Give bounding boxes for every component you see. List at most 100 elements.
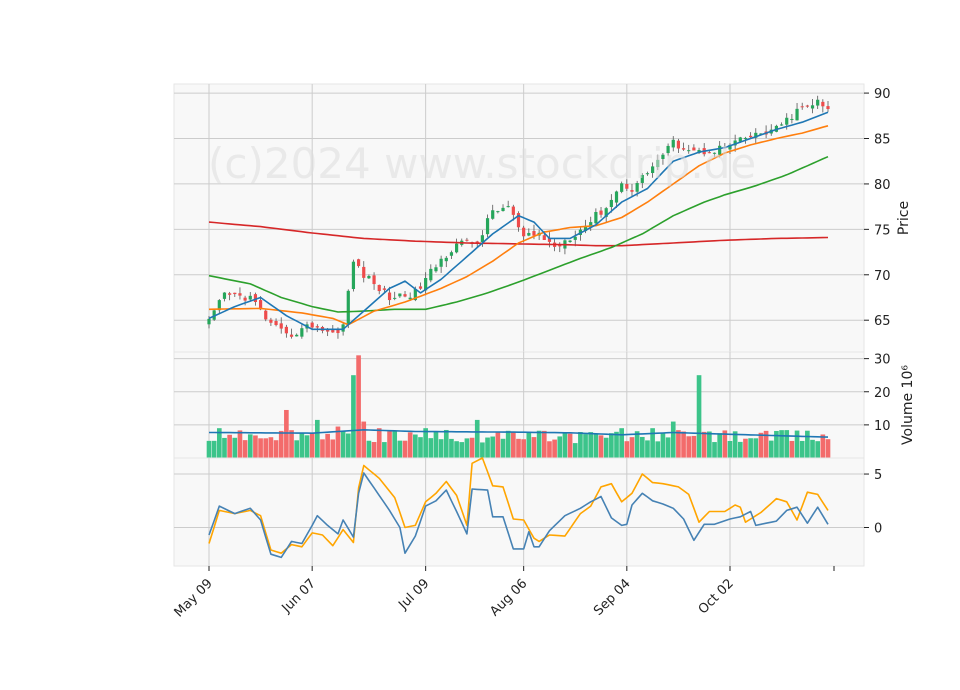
candle-body-46 xyxy=(444,257,448,262)
candle-body-47 xyxy=(449,252,454,256)
volume-bar-33 xyxy=(376,428,382,458)
volume-bar-8 xyxy=(247,434,253,458)
volume-bar-12 xyxy=(268,437,274,458)
candle-body-16 xyxy=(289,334,294,337)
volume-bar-32 xyxy=(371,442,377,458)
volume-bar-88 xyxy=(660,432,666,458)
candle-body-59 xyxy=(511,206,515,215)
oscillator-panel: 05 xyxy=(173,457,882,567)
candle-body-85 xyxy=(645,173,650,175)
candle-body-56 xyxy=(496,211,500,213)
candle-body-113 xyxy=(790,118,794,120)
volume-bar-66 xyxy=(547,441,552,458)
volume-bar-61 xyxy=(521,439,526,458)
candle-body-73 xyxy=(583,225,588,232)
volume-bar-105 xyxy=(748,438,753,458)
volume-bar-70 xyxy=(567,433,573,458)
volume-axis-label: Volume 10⁶ xyxy=(900,365,916,445)
candle-body-31 xyxy=(367,275,371,279)
volume-bar-5 xyxy=(232,437,238,458)
volume-bar-19 xyxy=(304,435,310,458)
candle-body-14 xyxy=(279,323,283,329)
candle-body-92 xyxy=(681,148,686,150)
candle-body-32 xyxy=(372,275,376,285)
volume-bar-69 xyxy=(562,432,568,458)
volume-bar-118 xyxy=(815,441,821,458)
volume-bar-110 xyxy=(774,430,779,458)
oscillator-line-b xyxy=(208,457,829,555)
volume-bar-64 xyxy=(536,430,542,458)
candle-body-79 xyxy=(614,191,619,203)
volume-bar-98 xyxy=(712,442,717,458)
candle-body-23 xyxy=(326,329,330,332)
sma-mid-line xyxy=(208,125,829,326)
volume-bar-22 xyxy=(320,439,325,458)
candle-body-70 xyxy=(568,240,572,243)
volume-bar-74 xyxy=(588,432,594,458)
volume-bar-2 xyxy=(216,428,222,458)
candle-body-63 xyxy=(532,231,536,236)
price-tick-label-3: 80 xyxy=(874,178,891,193)
candle-body-116 xyxy=(805,105,809,107)
candle-body-17 xyxy=(295,334,299,337)
volume-bar-46 xyxy=(443,429,449,458)
volume-bar-27 xyxy=(345,433,351,458)
volume-bar-34 xyxy=(382,442,387,458)
volume-bar-4 xyxy=(227,434,232,458)
candle-body-65 xyxy=(542,235,546,241)
candle-body-0 xyxy=(207,318,211,325)
volume-bar-1 xyxy=(211,440,217,458)
volume-bar-23 xyxy=(325,433,330,458)
candle-body-77 xyxy=(604,208,608,217)
volume-panel: 10 20 30 Volume 10⁶ xyxy=(173,351,916,459)
price-tick-label-2: 75 xyxy=(874,223,891,238)
candle-body-120 xyxy=(826,106,830,110)
oscillator-tick-label-0: 0 xyxy=(874,522,882,537)
candle-body-106 xyxy=(754,132,758,138)
volume-bar-17 xyxy=(294,440,300,458)
candle-body-13 xyxy=(274,321,278,326)
oscillator-tick-label-1: 5 xyxy=(874,468,882,483)
volume-bar-59 xyxy=(511,432,516,458)
candle-body-24 xyxy=(331,330,335,333)
volume-bar-119 xyxy=(820,434,826,458)
candle-body-30 xyxy=(362,266,366,278)
price-tick-label-4: 85 xyxy=(874,133,891,148)
volume-bars xyxy=(206,355,831,458)
volume-bar-11 xyxy=(263,438,269,458)
candle-body-50 xyxy=(465,239,469,241)
candle-body-26 xyxy=(341,324,345,332)
volume-bar-96 xyxy=(701,431,707,458)
candle-body-40 xyxy=(413,289,417,301)
candle-body-45 xyxy=(439,258,443,267)
sma-slow-line xyxy=(208,155,829,313)
volume-bar-56 xyxy=(495,431,501,458)
candle-body-114 xyxy=(795,108,799,121)
volume-bar-71 xyxy=(572,443,578,458)
volume-bar-43 xyxy=(428,438,434,458)
candle-body-48 xyxy=(455,243,459,253)
volume-bar-97 xyxy=(707,431,712,458)
price-panel: 65 70 75 80 85 90 Price xyxy=(173,83,912,353)
candle-body-12 xyxy=(269,319,273,323)
x-tick-label-5: Oct 02 xyxy=(696,576,737,617)
x-tick-label-3: Aug 06 xyxy=(487,576,530,619)
volume-bar-29 xyxy=(356,355,361,458)
volume-bar-52 xyxy=(474,419,480,458)
price-tick-label-0: 65 xyxy=(874,314,891,329)
volume-bar-47 xyxy=(449,438,454,458)
candle-body-60 xyxy=(516,213,521,228)
candle-body-57 xyxy=(501,207,505,212)
price-tick-label-5: 90 xyxy=(874,87,891,102)
volume-bar-28 xyxy=(351,375,356,458)
x-tick-label-4: Sep 04 xyxy=(591,576,634,619)
candle-body-104 xyxy=(743,137,748,139)
volume-bar-102 xyxy=(732,431,738,458)
candle-body-33 xyxy=(377,284,381,292)
volume-bar-51 xyxy=(469,437,475,458)
volume-bar-106 xyxy=(753,438,759,458)
candle-body-28 xyxy=(351,261,356,290)
volume-bar-14 xyxy=(278,430,284,458)
candle-body-93 xyxy=(687,150,691,152)
candle-body-88 xyxy=(661,154,665,159)
